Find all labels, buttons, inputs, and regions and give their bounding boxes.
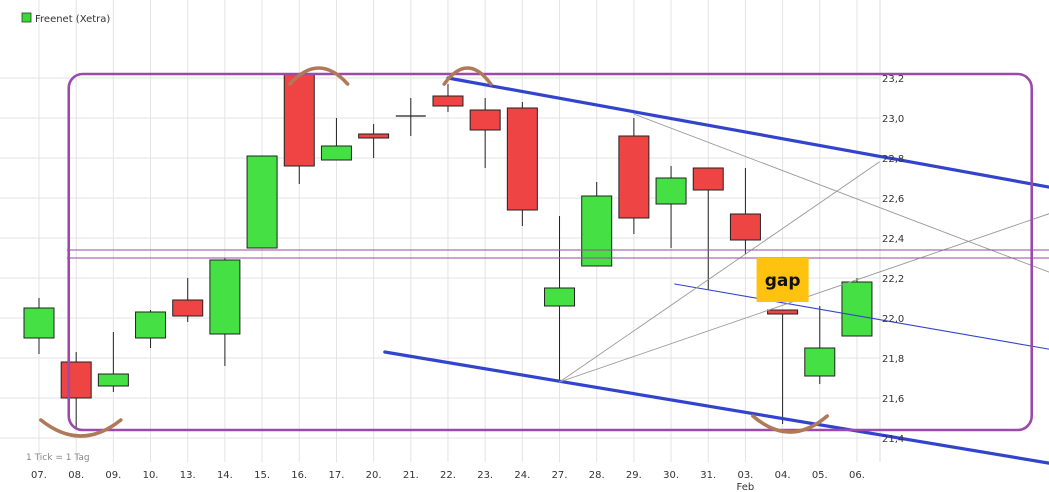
x-tick-label: 23. [477, 470, 493, 481]
fan-line-3 [633, 113, 1049, 273]
legend-swatch [21, 12, 32, 23]
x-tick-label: 24. [514, 470, 530, 481]
candle-body [320, 145, 352, 161]
y-tick-label: 22,8 [882, 154, 904, 165]
x-tick-label: 05. [812, 470, 828, 481]
upper-channel [446, 76, 1049, 189]
x-tick-label: 31. [700, 470, 716, 481]
y-tick-label: 23,2 [882, 74, 904, 85]
candle-body [544, 287, 576, 307]
x-month-label: Feb [737, 482, 755, 492]
y-axis: 21,4 21,6 21,8 22,0 22,2 22,4 22,6 22,8 23,0 23,2 [882, 74, 904, 445]
bottom-arc-1 [39, 418, 123, 438]
candle-body [655, 177, 687, 205]
range-frame [67, 72, 1034, 432]
tick-note: 1 Tick = 1 Tag [26, 453, 90, 463]
lower-channel [383, 350, 1049, 465]
candle-body [172, 299, 204, 317]
y-tick-label: 21,8 [882, 354, 904, 365]
candle-body [358, 133, 390, 139]
legend-label: Freenet (Xetra) [35, 14, 110, 25]
candle-body [60, 361, 92, 399]
x-tick-label: 04. [775, 470, 791, 481]
bottom-arc-2 [751, 414, 830, 434]
x-axis: 07. 08. 09. 10. 13. 14. 15. 16. 17. 20. 21. 22. 23. 2… [31, 470, 865, 492]
candle-body [97, 373, 129, 387]
mid-trendline [674, 283, 1049, 350]
x-tick-label: 10. [143, 470, 159, 481]
x-tick-label: 07. [31, 470, 47, 481]
candle-body [581, 195, 613, 267]
candle-body [246, 155, 278, 249]
y-tick-label: 23,0 [882, 114, 904, 125]
top-arc-2 [442, 66, 493, 86]
candle-body [23, 307, 55, 339]
candle-body [692, 167, 724, 191]
y-tick-label: 22,4 [882, 234, 904, 245]
gap-label: gap [765, 271, 801, 291]
candles [23, 73, 873, 428]
y-tick-label: 22,0 [882, 314, 904, 325]
candle-body [506, 107, 538, 211]
candle-body [618, 135, 650, 219]
x-tick-label: 13. [180, 470, 196, 481]
x-tick-label: 14. [217, 470, 233, 481]
x-tick-label: 21. [403, 470, 419, 481]
candle-body [135, 311, 167, 339]
candle-body [283, 73, 315, 167]
x-tick-label: 17. [328, 470, 344, 481]
candle-body [432, 95, 464, 107]
x-tick-label: 29. [626, 470, 642, 481]
grid [0, 0, 881, 462]
x-tick-label: 16. [291, 470, 307, 481]
legend[interactable]: Freenet (Xetra) [21, 12, 110, 25]
x-tick-label: 03. [737, 470, 753, 481]
overlays: gap [39, 66, 1049, 465]
x-tick-label: 22. [440, 470, 456, 481]
x-tick-label: 20. [366, 470, 382, 481]
x-tick-label: 28. [589, 470, 605, 481]
candle-body [209, 259, 241, 335]
y-tick-label: 22,6 [882, 194, 904, 205]
x-tick-label: 27. [552, 470, 568, 481]
candle-body [767, 309, 799, 315]
fan-line-1 [559, 161, 880, 383]
x-tick-label: 09. [105, 470, 121, 481]
x-tick-label: 15. [254, 470, 270, 481]
y-tick-label: 21,6 [882, 394, 904, 405]
x-tick-label: 30. [663, 470, 679, 481]
candle-body [729, 213, 761, 241]
x-tick-label: 08. [68, 470, 84, 481]
x-tick-label: 06. [849, 470, 865, 481]
candle-body [804, 347, 836, 377]
candle-body [841, 281, 873, 337]
y-tick-label: 22,2 [882, 274, 904, 285]
gap-box [756, 258, 809, 302]
y-tick-label: 21,4 [882, 434, 904, 445]
top-arc-1 [288, 66, 350, 86]
candle-body [469, 109, 501, 131]
